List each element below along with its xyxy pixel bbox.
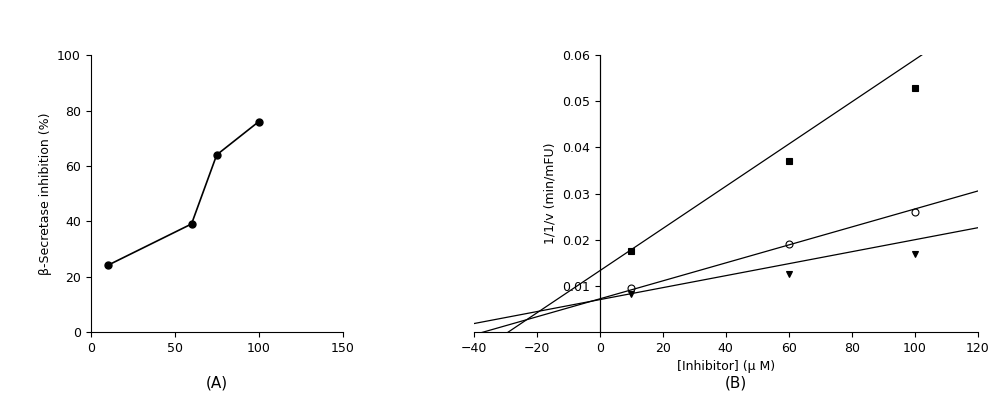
Y-axis label: β-Secretase inhibition (%): β-Secretase inhibition (%) bbox=[38, 112, 51, 275]
Y-axis label: 1/1/v (min/mFU): 1/1/v (min/mFU) bbox=[543, 143, 556, 244]
Text: (B): (B) bbox=[725, 375, 747, 390]
Text: (A): (A) bbox=[206, 375, 228, 390]
X-axis label: [Inhibitor] (μ M): [Inhibitor] (μ M) bbox=[676, 360, 775, 373]
